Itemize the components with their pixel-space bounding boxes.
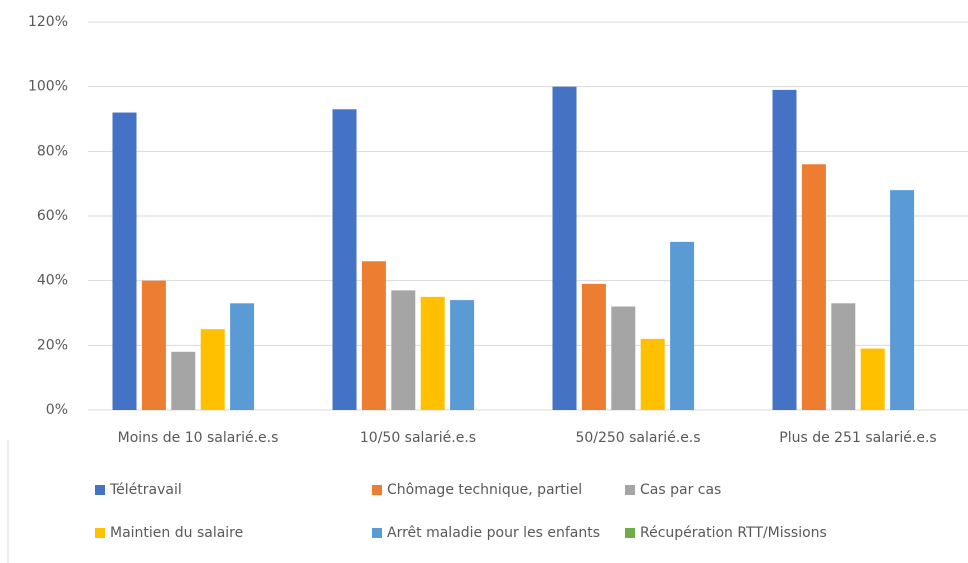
bar (141, 280, 166, 410)
legend-swatch (95, 528, 105, 538)
bar (772, 89, 797, 411)
bar (332, 109, 357, 411)
legend-label: Chômage technique, partiel (387, 482, 582, 498)
legend-label: Maintien du salaire (110, 525, 243, 541)
bar (230, 303, 255, 410)
legend-swatch (372, 528, 382, 538)
bar (670, 241, 695, 410)
bar (450, 300, 475, 410)
bar (890, 190, 915, 410)
y-tick-label: 20% (37, 337, 68, 353)
bar (611, 306, 636, 410)
legend-swatch (372, 485, 382, 495)
y-tick-label: 120% (28, 14, 68, 30)
y-tick-label: 40% (37, 273, 68, 289)
y-tick-label: 100% (28, 79, 68, 95)
x-tick-label: Moins de 10 salarié.e.s (118, 430, 279, 446)
legend-swatch (625, 485, 635, 495)
bar (171, 351, 196, 410)
y-tick-label: 80% (37, 143, 68, 159)
bar (112, 112, 137, 411)
bar (860, 348, 885, 410)
bar (552, 86, 577, 411)
bar (831, 303, 856, 410)
bar (361, 261, 386, 410)
bar (581, 283, 606, 410)
bar (420, 296, 445, 410)
y-tick-label: 60% (37, 208, 68, 224)
bar (200, 329, 225, 410)
legend-label: Récupération RTT/Missions (640, 525, 827, 541)
x-tick-label: Plus de 251 salarié.e.s (779, 430, 936, 446)
legend-swatch (95, 485, 105, 495)
bar (640, 338, 665, 410)
y-tick-label: 0% (46, 402, 68, 418)
legend-swatch (625, 528, 635, 538)
x-tick-label: 50/250 salarié.e.s (575, 430, 700, 446)
bar (801, 164, 826, 410)
x-tick-label: 10/50 salarié.e.s (360, 430, 476, 446)
legend-label: Arrêt maladie pour les enfants (387, 525, 600, 541)
legend-label: Cas par cas (640, 482, 721, 498)
bar (391, 290, 416, 410)
legend-label: Télétravail (109, 482, 182, 498)
